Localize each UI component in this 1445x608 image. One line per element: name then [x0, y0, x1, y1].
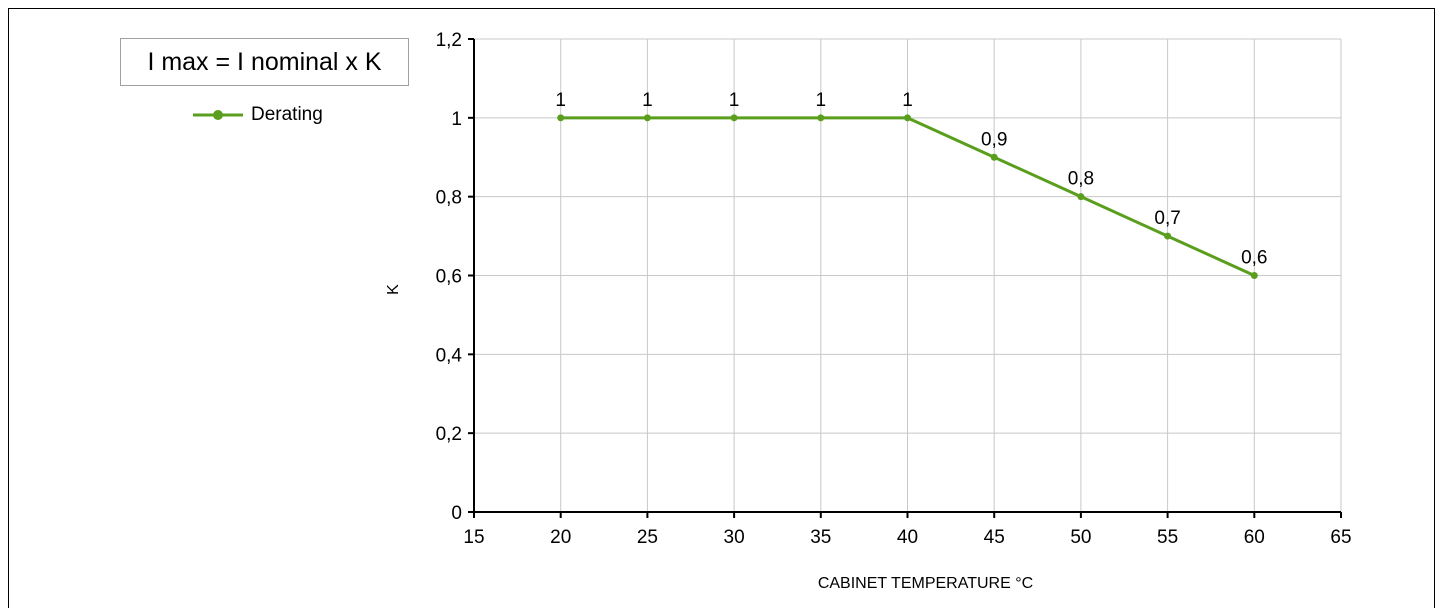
data-label: 1 — [555, 90, 566, 111]
data-label: 1 — [642, 90, 653, 111]
x-tick-label: 20 — [550, 527, 571, 548]
data-label: 1 — [729, 90, 740, 111]
y-tick-label: 0,8 — [436, 188, 462, 209]
legend-swatch-derating — [193, 110, 243, 120]
x-tick-label: 30 — [724, 527, 745, 548]
x-tick-label: 60 — [1244, 527, 1265, 548]
x-tick-label: 35 — [810, 527, 831, 548]
formula-box: I max = I nominal x K — [120, 38, 409, 86]
x-tick-label: 55 — [1157, 527, 1178, 548]
data-label: 1 — [816, 90, 827, 111]
data-label: 1 — [902, 90, 913, 111]
y-tick-label: 1 — [451, 109, 462, 130]
x-tick-label: 25 — [637, 527, 658, 548]
legend-label-derating: Derating — [251, 104, 323, 125]
data-point — [817, 114, 825, 122]
data-point — [557, 114, 565, 122]
data-label: 0,6 — [1241, 248, 1267, 269]
legend: Derating — [193, 103, 323, 127]
y-tick-label: 0,4 — [436, 345, 463, 366]
x-axis-title: CABINET TEMPERATURE °C — [818, 575, 1033, 592]
data-point — [643, 114, 651, 122]
data-point — [1077, 193, 1085, 201]
formula-text: I max = I nominal x K — [147, 48, 382, 76]
data-label: 0,9 — [981, 129, 1007, 150]
data-label: 0,7 — [1154, 208, 1180, 229]
x-tick-label: 15 — [463, 527, 484, 548]
y-tick-label: 1,2 — [436, 30, 462, 51]
x-tick-label: 45 — [984, 527, 1005, 548]
y-tick-label: 0,2 — [436, 424, 462, 445]
data-point — [1164, 232, 1172, 240]
data-point — [730, 114, 738, 122]
figure-frame — [8, 8, 1435, 608]
x-tick-label: 65 — [1330, 527, 1351, 548]
x-tick-label: 50 — [1070, 527, 1091, 548]
data-point — [990, 153, 998, 161]
x-tick-label: 40 — [897, 527, 918, 548]
y-axis-title: K — [385, 284, 402, 295]
y-tick-label: 0 — [451, 503, 462, 524]
y-tick-label: 0,6 — [436, 267, 462, 288]
data-point — [1250, 272, 1258, 279]
data-point — [904, 114, 911, 122]
data-label: 0,8 — [1068, 169, 1094, 190]
